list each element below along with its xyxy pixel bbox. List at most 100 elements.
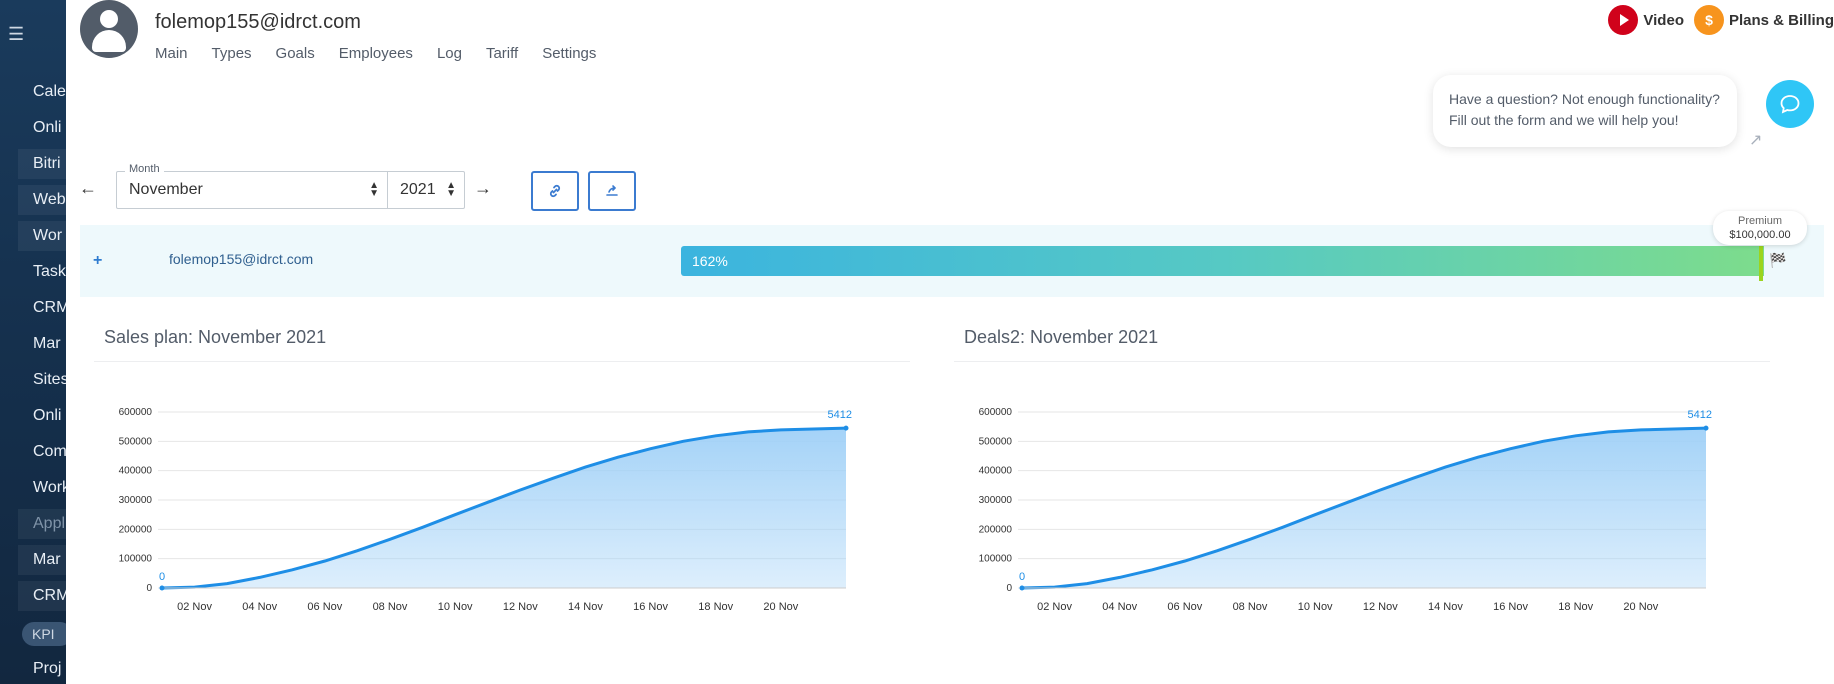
avatar-body [92, 30, 126, 52]
x-tick-label: 14 Nov [568, 601, 603, 613]
x-tick-label: 20 Nov [763, 601, 798, 613]
play-icon [1608, 5, 1639, 35]
deals2-chart: 0 100000 200000 300000 400000 500000 600000 02 … [979, 407, 1712, 613]
left-sidebar: ☰ Cale Onli Bitri Web Wor Task CRM Mar S… [0, 0, 66, 684]
y-tick-label: 0 [146, 583, 152, 594]
data-point [843, 425, 849, 431]
divider [954, 361, 1770, 362]
menu-icon[interactable]: ☰ [8, 24, 25, 44]
chat-button[interactable] [1766, 80, 1814, 128]
x-tick-label: 06 Nov [1167, 601, 1202, 613]
sidebar-item[interactable]: Task [33, 263, 66, 280]
x-tick-label: 14 Nov [1428, 601, 1463, 613]
data-label: 0 [159, 571, 165, 583]
y-tick-label: 300000 [119, 495, 153, 506]
select-caret-icon: ▲ ▼ [446, 180, 456, 199]
employee-progress-row: + folemop155@idrct.com 162% [80, 225, 1824, 297]
select-caret-icon: ▲ ▼ [369, 180, 379, 199]
video-label: Video [1643, 11, 1684, 29]
page-title: folemop155@idrct.com [155, 11, 361, 33]
x-tick-label: 02 Nov [177, 601, 212, 613]
x-tick-label: 12 Nov [1363, 601, 1398, 613]
nav-main[interactable]: Main [155, 45, 188, 62]
month-value: November [129, 181, 203, 198]
y-tick-label: 400000 [119, 466, 153, 477]
y-tick-label: 600000 [979, 407, 1013, 418]
x-tick-label: 18 Nov [1558, 601, 1593, 613]
curved-arrow-icon: ↗ [1749, 132, 1763, 149]
y-tick-label: 200000 [979, 524, 1013, 535]
year-select[interactable]: 2021 ▲ ▼ [387, 171, 465, 209]
sidebar-item-kpi[interactable]: KPI [22, 622, 66, 646]
year-value: 2021 [400, 181, 436, 198]
avatar-head [100, 10, 118, 28]
plans-billing-button[interactable]: $ Plans & Billing [1693, 5, 1834, 35]
help-text-line2: Fill out the form and we will help you! [1449, 112, 1679, 128]
next-period-arrow-icon[interactable]: → [474, 178, 492, 198]
y-tick-label: 100000 [119, 554, 153, 565]
sidebar-item[interactable]: Work [33, 479, 66, 496]
sidebar-item[interactable]: Com [33, 443, 66, 460]
data-point [159, 585, 165, 591]
sidebar-item[interactable]: Onli [33, 407, 62, 424]
area-fill [1022, 428, 1706, 588]
y-tick-label: 400000 [979, 466, 1013, 477]
month-select[interactable]: Month November ▲ ▼ [116, 163, 388, 209]
nav-goals[interactable]: Goals [275, 45, 315, 62]
nav-employees[interactable]: Employees [338, 45, 413, 62]
employee-name[interactable]: folemop155@idrct.com [169, 251, 314, 267]
x-tick-label: 08 Nov [1233, 601, 1268, 613]
y-tick-label: 600000 [119, 407, 153, 418]
sidebar-item[interactable]: Web [18, 185, 66, 215]
premium-value: $100,000.00 [1729, 229, 1791, 241]
series-line [1021, 426, 1707, 590]
x-tick-label: 06 Nov [307, 601, 342, 613]
x-tick-label: 10 Nov [1298, 601, 1333, 613]
sidebar-item[interactable]: Cale [33, 83, 66, 100]
share-icon [606, 185, 618, 196]
help-text-line1: Have a question? Not enough functionalit… [1449, 91, 1720, 107]
data-point [1019, 585, 1025, 591]
expand-plus-icon[interactable]: + [93, 252, 103, 269]
avatar [80, 0, 138, 58]
dollar-icon: $ [1693, 5, 1724, 35]
premium-tooltip: Premium $100,000.00 [1713, 211, 1807, 245]
nav-settings[interactable]: Settings [542, 45, 597, 62]
x-tick-label: 20 Nov [1623, 601, 1658, 613]
sidebar-item[interactable]: Wor [18, 221, 66, 251]
chart-title: Deals2: November 2021 [964, 327, 1159, 347]
sidebar-item[interactable]: Sites [33, 371, 66, 388]
y-tick-label: 200000 [119, 524, 153, 535]
divider [94, 361, 910, 362]
chat-icon [1780, 95, 1800, 114]
sidebar-item[interactable]: Appl [18, 509, 66, 539]
sidebar-item[interactable]: Proj [33, 660, 62, 677]
x-tick-label: 12 Nov [503, 601, 538, 613]
y-tick-label: 0 [1006, 583, 1012, 594]
sidebar-item[interactable]: Bitri [18, 149, 66, 179]
share-button[interactable] [588, 171, 636, 211]
sidebar-item[interactable]: Onli [33, 119, 62, 136]
sidebar-item[interactable]: Mar [33, 335, 61, 352]
month-legend: Month [125, 163, 164, 175]
sidebar-item[interactable]: CRM [33, 299, 66, 316]
nav-log[interactable]: Log [436, 45, 462, 62]
progress-end-marker [1759, 246, 1763, 281]
link-icon [549, 184, 561, 198]
sidebar-item[interactable]: CRM [18, 581, 66, 611]
plans-billing-label: Plans & Billing [1728, 11, 1834, 29]
prev-period-arrow-icon[interactable]: ← [79, 178, 97, 198]
top-nav: Main Types Goals Employees Log Tariff Se… [155, 45, 620, 62]
y-tick-label: 300000 [979, 495, 1013, 506]
nav-tariff[interactable]: Tariff [485, 45, 519, 62]
video-button[interactable]: Video [1608, 5, 1684, 35]
top-right-actions: Video $ Plans & Billing [1598, 5, 1834, 35]
link-button[interactable] [531, 171, 579, 211]
help-bubble[interactable]: Have a question? Not enough functionalit… [1433, 75, 1737, 147]
sidebar-item[interactable]: Mar [18, 545, 66, 575]
progress-bar: 162% [681, 246, 1764, 276]
data-label: 0 [1019, 571, 1025, 583]
nav-types[interactable]: Types [211, 45, 252, 62]
x-tick-label: 04 Nov [242, 601, 277, 613]
x-tick-label: 02 Nov [1037, 601, 1072, 613]
